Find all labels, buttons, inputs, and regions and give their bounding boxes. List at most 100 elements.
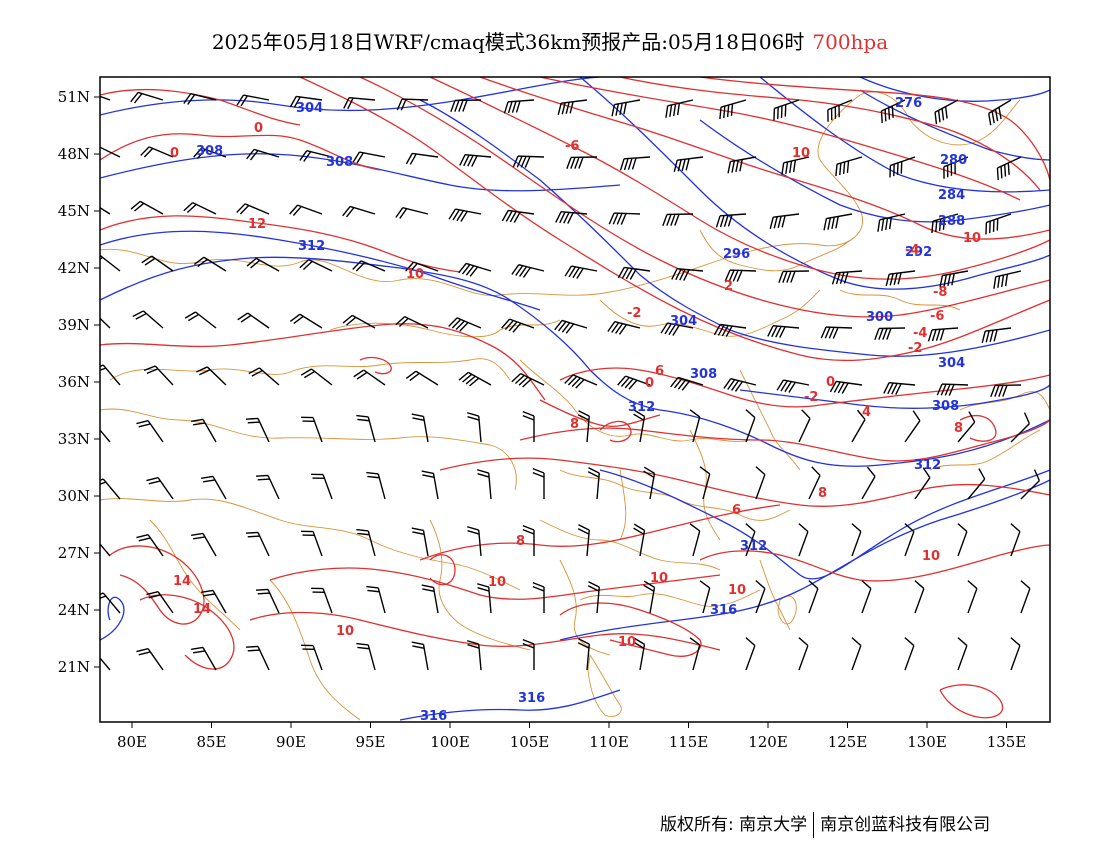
wind-barb [699, 466, 711, 500]
wind-barbs [100, 91, 1041, 671]
wind-barb [299, 258, 333, 272]
wind-barb [996, 156, 1022, 181]
wind-barb [501, 209, 535, 223]
wind-barb [405, 370, 439, 386]
wind-barb [1020, 469, 1041, 500]
wind-barb [715, 213, 747, 228]
wind-barb [136, 420, 164, 443]
wind-barb [100, 428, 111, 443]
wind-barb [421, 584, 439, 614]
wind-barb [193, 147, 227, 159]
wind-barb [532, 581, 545, 613]
wind-barb [301, 644, 323, 671]
wind-barb [1010, 523, 1021, 557]
wind-barb [411, 413, 429, 443]
height-label: 316 [518, 691, 545, 706]
lat-tick-label: 33N [58, 430, 90, 448]
wind-barb [993, 270, 1022, 289]
wind-barb [555, 211, 588, 224]
height-label: 304 [670, 314, 697, 329]
wind-barb [936, 383, 969, 396]
wind-barb [237, 312, 270, 329]
temp-label: 6 [655, 364, 664, 379]
wind-barb [140, 146, 174, 158]
lat-tick-label: 42N [58, 259, 90, 277]
wind-barb [100, 542, 111, 557]
height-label: 308 [932, 399, 959, 414]
lon-tick-label: 110E [589, 733, 629, 751]
longitude-axis: 80E 85E 90E 95E 100E 105E 110E 115E 120E 125E 130E… [117, 722, 1026, 751]
lon-tick-label: 115E [669, 733, 709, 751]
wind-barb [146, 591, 174, 614]
wind-barb [914, 580, 925, 614]
wind-barb [467, 526, 482, 557]
height-label: 312 [740, 539, 767, 554]
wind-barb [798, 637, 809, 671]
temp-label: 14 [193, 602, 211, 617]
wind-barb [184, 311, 217, 329]
wind-barb [136, 534, 164, 557]
wind-barb [851, 409, 866, 443]
temp-label: -4 [905, 243, 919, 258]
wind-barb [356, 414, 376, 443]
wind-barb [143, 365, 174, 386]
temp-label: -4 [913, 326, 927, 341]
wind-barb [196, 366, 227, 386]
chart-title: 2025年05月18日WRF/cmaq模式36km预报产品:05月18日06时 7… [0, 26, 1100, 55]
temp-label: -2 [908, 341, 922, 356]
wind-barb [193, 256, 227, 272]
temp-label: 14 [173, 574, 191, 589]
wind-barb [633, 409, 646, 443]
wind-barb [564, 374, 598, 389]
wind-barb [366, 471, 386, 500]
wind-barb [611, 99, 641, 117]
wind-barb [798, 523, 809, 557]
wind-barb [366, 585, 386, 614]
temp-label: 10 [650, 571, 668, 586]
wind-barb [861, 466, 876, 500]
wind-barb [501, 318, 535, 333]
wind-barb [643, 466, 656, 500]
height-label: 312 [914, 458, 941, 473]
lat-tick-label: 24N [58, 601, 90, 619]
temp-label: 8 [954, 421, 963, 436]
lon-tick-label: 85E [196, 733, 226, 751]
wind-barb [467, 412, 482, 443]
wind-barb [342, 314, 376, 329]
wind-barb [301, 416, 323, 443]
wind-barb [931, 213, 959, 234]
temp-label: 10 [406, 267, 424, 282]
lat-tick-label: 51N [58, 88, 90, 106]
wind-barb [851, 637, 862, 671]
wind-barb [957, 523, 968, 557]
wind-barb [100, 656, 111, 671]
wind-barb [877, 213, 906, 232]
wind-barb [255, 474, 280, 500]
wind-barb [566, 156, 598, 169]
wind-barb [776, 379, 810, 393]
wind-barb [745, 409, 756, 443]
wind-barb [191, 646, 217, 671]
wind-barb [301, 530, 323, 557]
temp-label: -2 [627, 306, 641, 321]
wind-barb [411, 641, 429, 671]
wind-barb [311, 473, 333, 500]
wind-barb [352, 151, 386, 164]
wind-barb [343, 97, 376, 110]
wind-barb [136, 648, 164, 671]
height-label: 288 [938, 214, 965, 229]
lon-tick-label: 95E [355, 733, 385, 751]
wind-barb [421, 470, 439, 500]
wind-barb [939, 270, 969, 288]
wind-barb [660, 322, 694, 336]
footer-divider [813, 812, 815, 838]
lat-tick-label: 39N [58, 316, 90, 334]
wind-barb [1010, 637, 1021, 671]
wind-barb [522, 410, 535, 442]
temp-label: 8 [570, 417, 579, 432]
wind-barb [246, 257, 280, 272]
wind-barb [643, 580, 656, 614]
wind-barb [988, 99, 1012, 126]
height-label: 300 [866, 310, 893, 325]
height-label: 316 [710, 603, 737, 618]
